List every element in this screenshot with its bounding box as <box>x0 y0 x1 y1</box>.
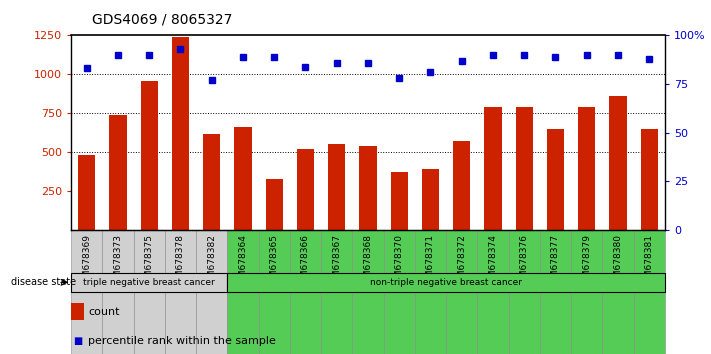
Text: GSM678374: GSM678374 <box>488 234 498 289</box>
Text: triple negative breast cancer: triple negative breast cancer <box>83 278 215 287</box>
Bar <box>78 155 95 230</box>
Bar <box>508 230 540 354</box>
Bar <box>290 230 321 354</box>
Text: ■: ■ <box>73 336 82 346</box>
Bar <box>422 169 439 230</box>
Text: disease state: disease state <box>11 277 76 287</box>
Bar <box>203 133 220 230</box>
Text: GSM678379: GSM678379 <box>582 234 591 289</box>
Bar <box>259 230 290 354</box>
Bar <box>578 107 595 230</box>
Text: GSM678375: GSM678375 <box>145 234 154 289</box>
Bar <box>328 144 346 230</box>
Text: GSM678378: GSM678378 <box>176 234 185 289</box>
Bar <box>415 230 446 354</box>
Bar <box>235 127 252 230</box>
Bar <box>383 230 415 354</box>
Text: GSM678369: GSM678369 <box>82 234 91 289</box>
Bar <box>266 179 283 230</box>
Text: GSM678372: GSM678372 <box>457 234 466 289</box>
Bar <box>172 37 189 230</box>
Bar <box>515 107 533 230</box>
Bar <box>571 230 602 354</box>
Bar <box>634 230 665 354</box>
Text: GSM678382: GSM678382 <box>207 234 216 289</box>
Bar <box>141 81 158 230</box>
Text: non-triple negative breast cancer: non-triple negative breast cancer <box>370 278 522 287</box>
Text: GSM678366: GSM678366 <box>301 234 310 289</box>
Bar <box>609 96 626 230</box>
Text: GDS4069 / 8065327: GDS4069 / 8065327 <box>92 12 232 27</box>
Bar <box>353 230 383 354</box>
Text: percentile rank within the sample: percentile rank within the sample <box>88 336 276 346</box>
Bar <box>228 230 259 354</box>
Bar <box>641 129 658 230</box>
Bar <box>196 230 228 354</box>
Text: count: count <box>88 307 119 316</box>
Text: GSM678380: GSM678380 <box>614 234 622 289</box>
Bar <box>102 230 134 354</box>
Text: GSM678368: GSM678368 <box>363 234 373 289</box>
Text: GSM678365: GSM678365 <box>269 234 279 289</box>
Bar <box>540 230 571 354</box>
Bar <box>71 273 228 292</box>
Text: GSM678376: GSM678376 <box>520 234 529 289</box>
Bar <box>602 230 634 354</box>
Bar <box>134 230 165 354</box>
Bar <box>165 230 196 354</box>
Text: GSM678377: GSM678377 <box>551 234 560 289</box>
Bar <box>390 172 408 230</box>
Text: GSM678367: GSM678367 <box>332 234 341 289</box>
Bar <box>71 230 102 354</box>
Bar <box>453 141 470 230</box>
Bar <box>297 149 314 230</box>
Bar <box>547 129 564 230</box>
Text: GSM678373: GSM678373 <box>114 234 122 289</box>
Text: GSM678381: GSM678381 <box>645 234 653 289</box>
Text: GSM678371: GSM678371 <box>426 234 435 289</box>
Bar <box>477 230 508 354</box>
Bar <box>228 273 665 292</box>
Bar <box>484 107 501 230</box>
Bar <box>109 115 127 230</box>
Bar <box>446 230 477 354</box>
Text: GSM678370: GSM678370 <box>395 234 404 289</box>
Text: GSM678364: GSM678364 <box>238 234 247 289</box>
Bar <box>321 230 353 354</box>
Bar <box>359 146 377 230</box>
